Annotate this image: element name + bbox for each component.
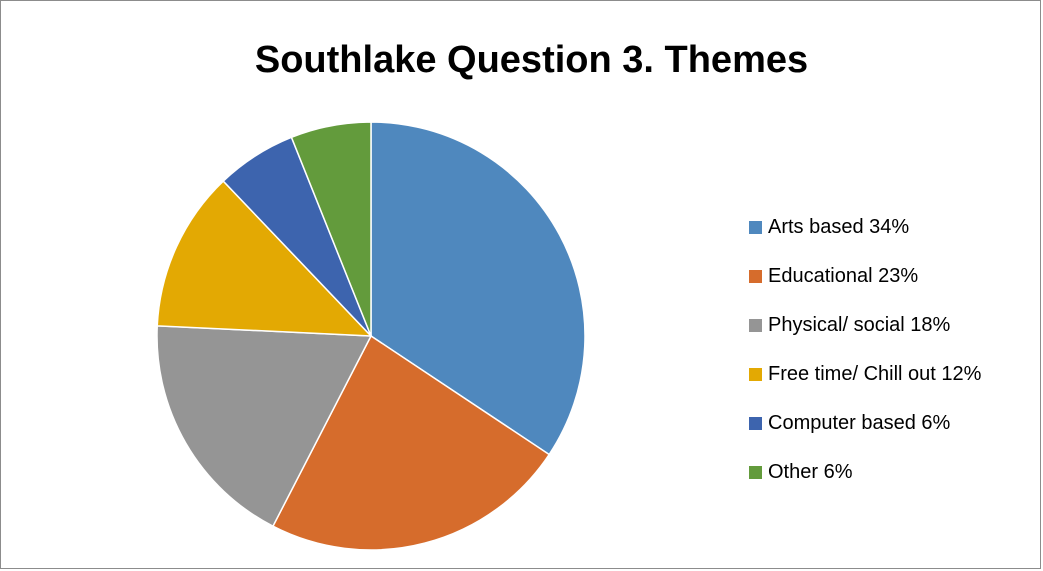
legend: Arts based 34% Educational 23% Physical/ s… bbox=[749, 203, 981, 497]
legend-swatch bbox=[749, 319, 762, 332]
legend-label: Arts based 34% bbox=[768, 216, 910, 238]
legend-item: Free time/ Chill out 12% bbox=[749, 350, 981, 399]
legend-item: Other 6% bbox=[749, 448, 981, 497]
legend-swatch bbox=[749, 270, 762, 283]
legend-item: Physical/ social 18% bbox=[749, 301, 981, 350]
legend-item: Computer based 6% bbox=[749, 399, 981, 448]
pie-slice-1 bbox=[271, 334, 551, 551]
pie-slice-5 bbox=[290, 121, 372, 337]
legend-label: Other 6% bbox=[768, 461, 853, 483]
legend-label: Physical/ social 18% bbox=[768, 314, 951, 336]
legend-label: Computer based 6% bbox=[768, 412, 951, 434]
chart-title: Southlake Question 3. Themes bbox=[254, 39, 809, 81]
legend-swatch bbox=[749, 221, 762, 234]
legend-swatch bbox=[749, 466, 762, 479]
legend-swatch bbox=[749, 368, 762, 381]
legend-item: Arts based 34% bbox=[749, 203, 981, 252]
legend-item: Educational 23% bbox=[749, 252, 981, 301]
legend-label: Educational 23% bbox=[768, 265, 919, 287]
legend-swatch bbox=[749, 417, 762, 430]
pie-slice-2 bbox=[156, 325, 373, 528]
pie-slice-3 bbox=[156, 180, 373, 337]
legend-label: Free time/ Chill out 12% bbox=[768, 363, 982, 385]
